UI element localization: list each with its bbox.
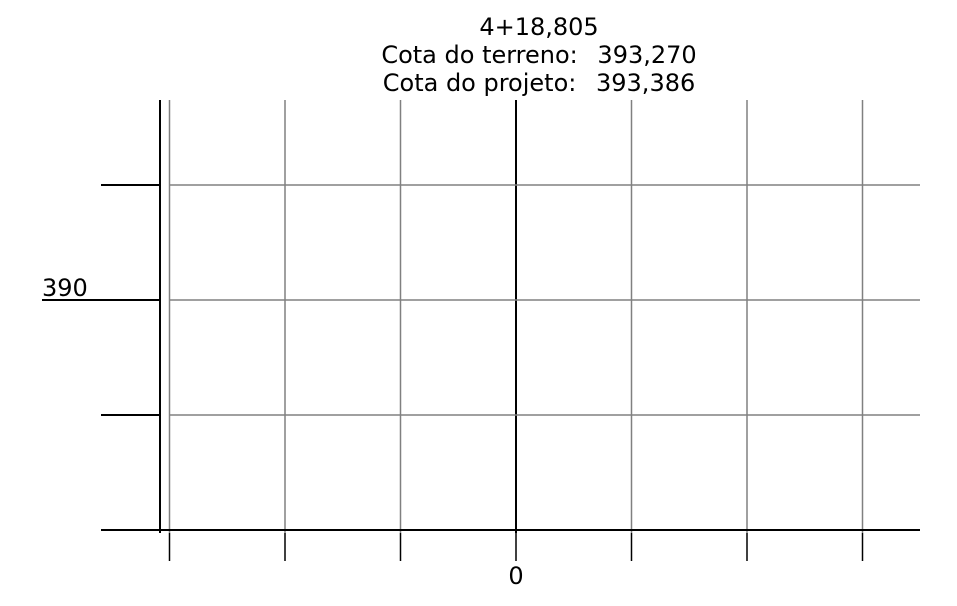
terrain-elevation-label: Cota do terreno: 393,270 <box>381 41 696 69</box>
project-elevation-caption: Cota do projeto: <box>383 69 577 97</box>
offset-tick-label: 0 <box>508 562 523 590</box>
project-elevation-value: 393,386 <box>596 69 695 97</box>
grid <box>101 100 920 561</box>
station-label: 4+18,805 <box>479 13 598 41</box>
elevation-tick-label: 390 <box>42 274 88 302</box>
terrain-elevation-value: 393,270 <box>597 41 696 69</box>
project-elevation-label: Cota do projeto: 393,386 <box>383 69 696 97</box>
terrain-elevation-caption: Cota do terreno: <box>381 41 577 69</box>
